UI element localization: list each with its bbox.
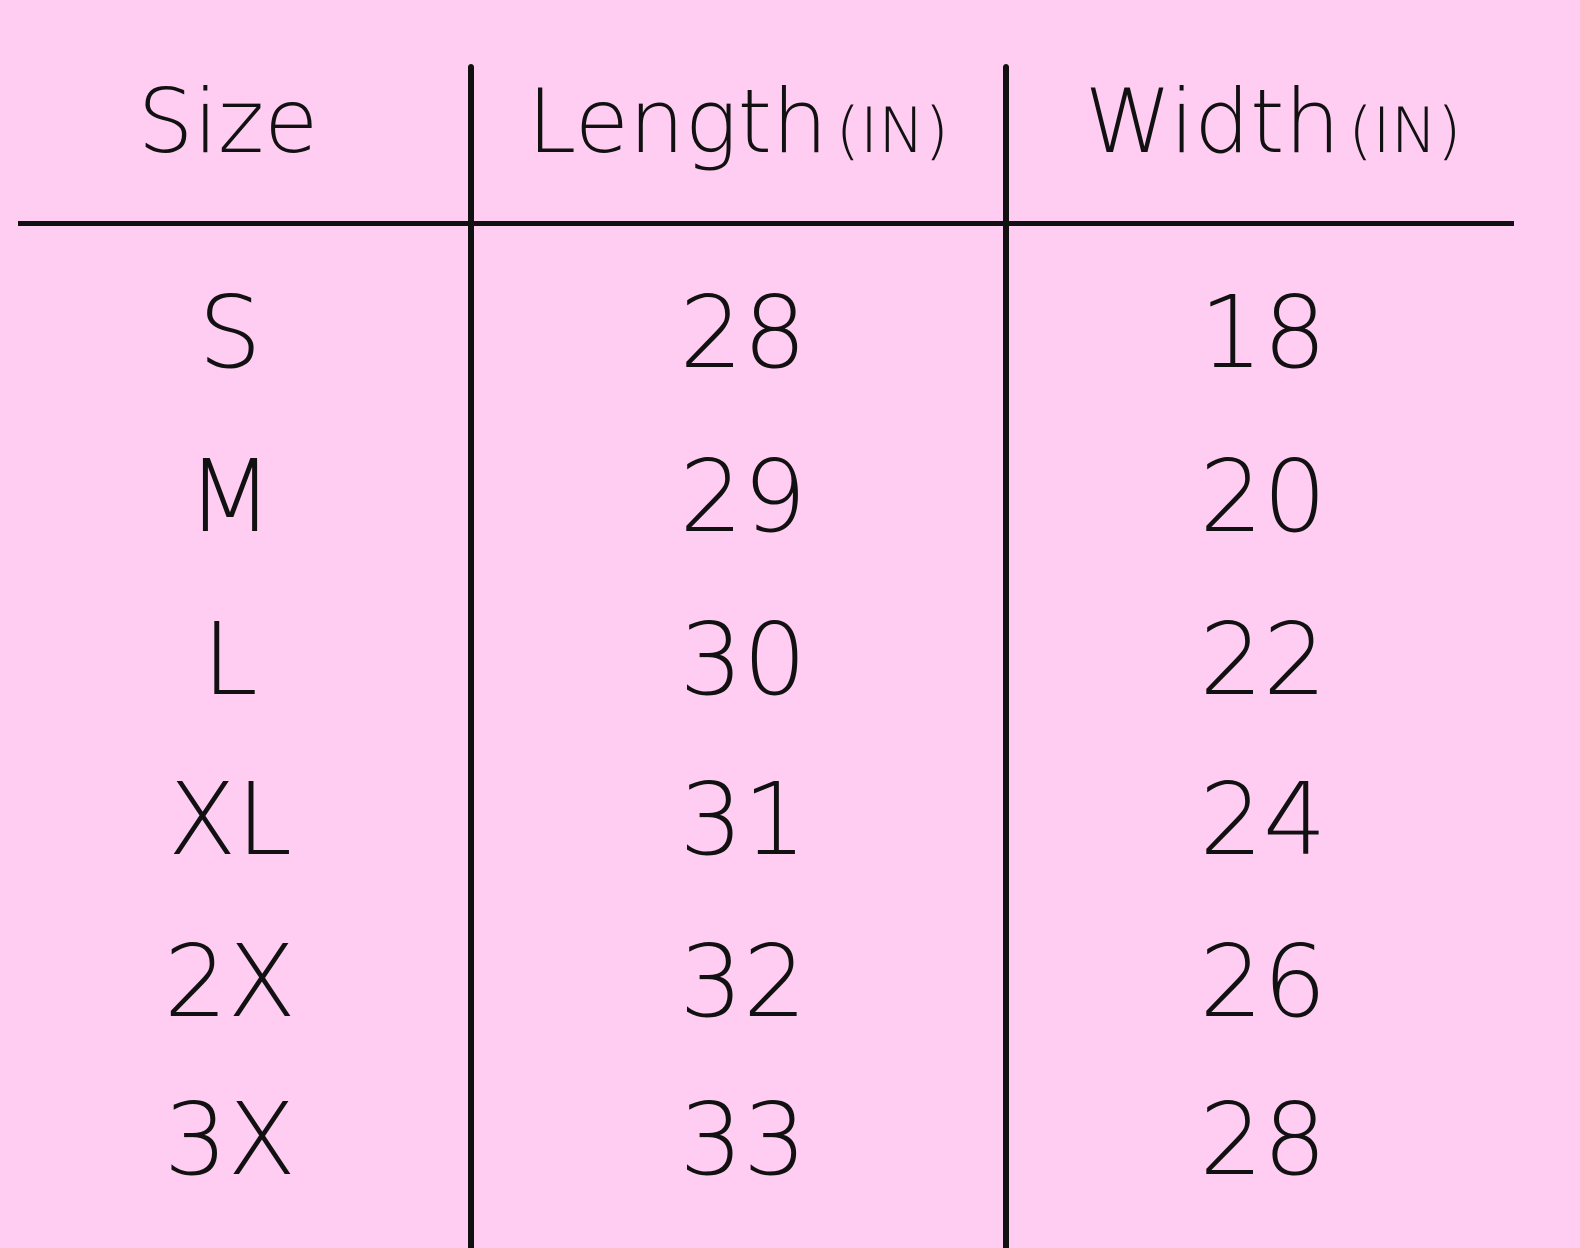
width-cell: 26 bbox=[1199, 923, 1327, 1040]
size-cell: S bbox=[198, 274, 262, 391]
header-label: Width bbox=[1084, 70, 1341, 173]
width-cell: 22 bbox=[1199, 601, 1327, 718]
header-length: Length (IN) bbox=[527, 78, 949, 166]
length-cell: 33 bbox=[679, 1081, 807, 1198]
length-cell: 32 bbox=[679, 923, 807, 1040]
size-cell: L bbox=[202, 601, 258, 718]
length-cell: 29 bbox=[679, 438, 807, 555]
header-unit: (IN) bbox=[835, 94, 949, 167]
width-cell: 24 bbox=[1199, 761, 1327, 878]
column-divider-1 bbox=[468, 64, 474, 1248]
length-cell: 30 bbox=[679, 601, 807, 718]
length-cell: 31 bbox=[679, 761, 807, 878]
header-unit: (IN) bbox=[1348, 94, 1462, 167]
header-size: Size bbox=[138, 78, 319, 166]
header-width: Width (IN) bbox=[1085, 78, 1462, 166]
size-cell: 3X bbox=[163, 1081, 297, 1198]
header-label: Length bbox=[527, 70, 828, 173]
size-cell: M bbox=[186, 438, 274, 555]
length-cell: 28 bbox=[679, 274, 807, 391]
width-cell: 20 bbox=[1199, 438, 1327, 555]
column-divider-2 bbox=[1003, 64, 1009, 1248]
width-cell: 28 bbox=[1199, 1081, 1327, 1198]
header-divider bbox=[18, 221, 1514, 226]
size-cell: 2X bbox=[163, 923, 297, 1040]
header-label: Size bbox=[137, 70, 319, 173]
size-cell: XL bbox=[167, 761, 293, 878]
width-cell: 18 bbox=[1199, 274, 1327, 391]
